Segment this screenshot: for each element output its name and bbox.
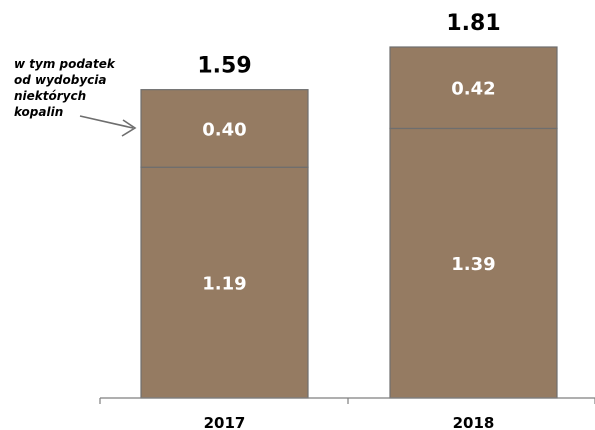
annotation-group: w tym podatek od wydobycia niektórych ko… xyxy=(14,57,137,137)
labels-group: 1.19 0.40 1.59 2017 1.39 0.42 1.81 2018 xyxy=(197,11,500,430)
value-label-2018-s1: 1.39 xyxy=(451,254,495,275)
x-axis xyxy=(99,397,595,404)
annotation-line-4: kopalin xyxy=(14,105,63,119)
total-label-2018: 1.81 xyxy=(446,11,500,36)
bars-group xyxy=(140,46,558,399)
value-label-2017-s1: 1.19 xyxy=(202,274,246,295)
bar-segment-2018-s2 xyxy=(389,46,558,130)
annotation-line-2: od wydobycia xyxy=(14,73,107,87)
annotation-arrow-head xyxy=(121,119,137,137)
annotation-arrow-shaft xyxy=(79,115,134,129)
value-label-2017-s2: 0.40 xyxy=(202,119,246,140)
bar-segment-2017-s1 xyxy=(140,166,309,399)
category-label-2017: 2017 xyxy=(204,414,246,430)
annotation-line-3: niektórych xyxy=(14,89,86,103)
value-label-2018-s2: 0.42 xyxy=(451,79,495,100)
category-label-2018: 2018 xyxy=(453,414,495,430)
annotation-line-1: w tym podatek xyxy=(14,57,116,71)
total-label-2017: 1.59 xyxy=(197,54,251,79)
bar-segment-2017-s2 xyxy=(140,89,309,168)
